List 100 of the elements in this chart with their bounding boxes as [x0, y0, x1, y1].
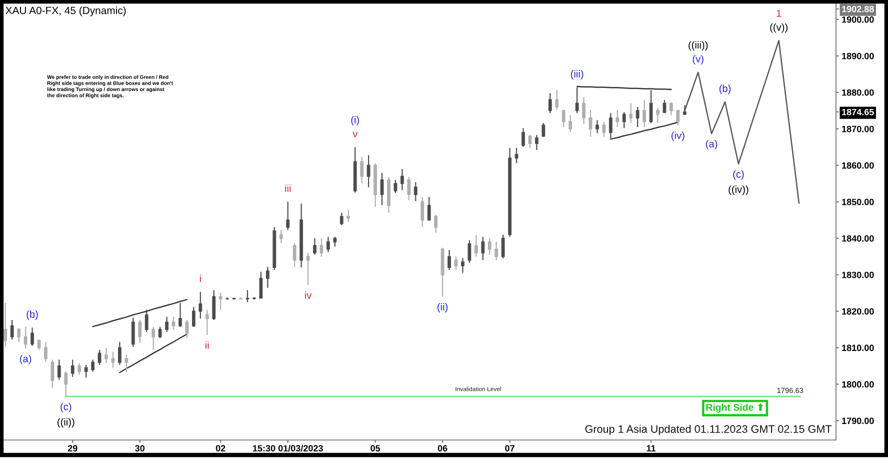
candlestick: [104, 347, 108, 364]
candlestick: [4, 302, 8, 348]
annotation: 1: [776, 10, 782, 17]
candlestick: [320, 238, 324, 258]
candlestick: [178, 302, 182, 328]
y-tick-label: 1810.00: [842, 344, 874, 352]
candlestick: [582, 96, 586, 125]
y-tick-label: 1870.00: [842, 126, 874, 132]
candlestick: [360, 156, 364, 184]
candlestick: [64, 370, 68, 398]
candlestick: [501, 234, 505, 259]
candlestick: [300, 203, 303, 268]
candlestick: [266, 266, 270, 288]
y-tick-label: 1900.00: [842, 16, 874, 23]
line-series: [119, 334, 188, 374]
candlestick: [542, 122, 546, 138]
candlestick: [488, 238, 492, 256]
candlestick: [17, 327, 21, 343]
annotation: (iv): [672, 132, 684, 142]
candlestick: [568, 114, 572, 133]
x-tick-label: 30: [135, 445, 145, 452]
candlestick: [420, 196, 424, 228]
candlestick: [272, 226, 276, 271]
annotation: (c): [60, 402, 72, 412]
x-tick-label: 05: [370, 445, 380, 452]
x-tick-label: 29: [68, 445, 78, 452]
candlestick: [494, 241, 498, 261]
candlestick: [636, 106, 640, 128]
annotation: (b): [719, 84, 731, 94]
candlestick: [481, 236, 485, 261]
annotation: (c): [733, 170, 744, 180]
annotation: (a): [20, 354, 32, 364]
y-tick-label: 1860.00: [842, 162, 874, 169]
candlestick: [252, 296, 256, 300]
candlestick: [44, 341, 48, 362]
candlestick: [24, 326, 28, 349]
candlestick: [622, 112, 626, 129]
annotation: (v): [692, 55, 704, 65]
candlestick: [454, 256, 458, 271]
candlestick: [434, 214, 438, 234]
candlestick: [239, 296, 242, 300]
candlestick: [440, 247, 444, 298]
annotation: ((iii)): [688, 41, 708, 51]
candlestick: [218, 292, 222, 310]
y-tick-label: 1790.00: [842, 418, 874, 424]
candlestick: [98, 349, 102, 366]
candlestick: [353, 146, 357, 194]
candlestick: [50, 359, 54, 388]
candlestick: [78, 362, 82, 376]
candlestick: [246, 290, 250, 303]
chart-title: XAU A0-FX, 45 (Dynamic): [6, 6, 126, 16]
annotation: Group 1 Asia Updated 01.11.2023 GMT 02.15 GMT: [585, 424, 832, 435]
candlestick: [602, 121, 606, 138]
candlestick: [642, 99, 646, 128]
y-tick-label: 1874.65: [842, 108, 874, 116]
candlestick: [165, 316, 168, 333]
candlestick: [124, 354, 128, 372]
candlestick: [535, 134, 538, 151]
candlestick: [662, 99, 666, 114]
annotation: (i): [351, 116, 359, 126]
candlestick: [292, 242, 296, 268]
annotation: (iii): [570, 70, 584, 80]
candlestick: [468, 240, 472, 264]
candlestick: [629, 102, 633, 124]
y-tick-label: 1880.00: [842, 89, 874, 96]
candlestick: [326, 236, 330, 253]
candlestick: [508, 147, 512, 238]
candlestick: [84, 364, 88, 378]
candlestick: [414, 182, 418, 202]
candlestick: [670, 102, 673, 116]
candlestick: [528, 134, 532, 149]
annotation: i: [200, 274, 201, 282]
candlestick: [259, 271, 263, 299]
annotation: iii: [285, 184, 291, 192]
x-tick-label: 06: [438, 445, 448, 452]
x-tick-label: 07: [505, 445, 514, 452]
annotation: ii: [206, 341, 209, 349]
annotation: (a): [706, 140, 718, 150]
candlestick: [333, 236, 337, 248]
candlestick: [144, 309, 148, 333]
annotation: ((ii)): [58, 418, 74, 428]
y-tick-label: 1820.00: [842, 308, 874, 315]
annotation: Right Side ⬆: [706, 403, 764, 413]
candlestick: [676, 109, 680, 126]
candlestick: [562, 109, 566, 128]
candlestick: [346, 209, 350, 222]
candlestick: [111, 351, 115, 368]
line-series: [684, 40, 800, 204]
x-tick-label: 11: [646, 445, 656, 452]
candlestick: [616, 109, 620, 128]
candlestick: [158, 326, 162, 338]
candlestick: [91, 359, 94, 372]
y-tick-label: 1890.00: [842, 52, 874, 60]
candlestick: [306, 252, 310, 286]
annotation: ((v)): [770, 23, 788, 33]
candlestick: [340, 212, 344, 226]
candlestick: [380, 172, 384, 206]
candlestick: [198, 291, 202, 320]
candlestick: [427, 196, 431, 221]
y-tick-label: 1902.88: [842, 6, 874, 12]
